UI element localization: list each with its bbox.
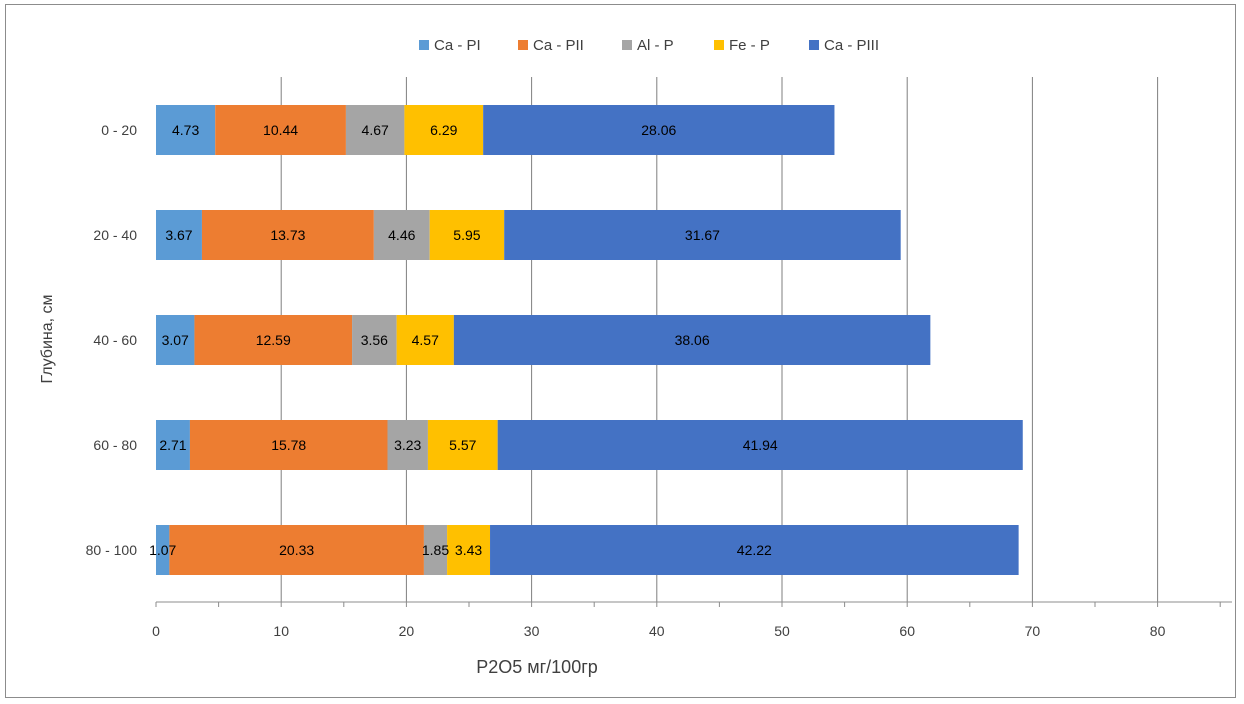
data-label: 13.73 [270,227,305,243]
data-label: 38.06 [675,332,710,348]
bar-segment [156,105,216,155]
x-tick-label: 80 [1150,623,1166,639]
data-label: 15.78 [271,437,306,453]
bar-segment [194,315,353,365]
bar-segment [429,210,505,260]
bar-segment [352,315,397,365]
data-label: 3.43 [455,542,482,558]
bar-segment [156,210,202,260]
y-tick-label: 0 - 20 [101,122,137,138]
data-label: 4.73 [172,122,199,138]
y-tick-label: 80 - 100 [86,542,138,558]
data-label: 1.07 [149,542,176,558]
bar-segment [490,525,1019,575]
x-tick-label: 70 [1025,623,1041,639]
y-axis-label: Глубина, см [39,294,56,383]
data-label: 3.23 [394,437,421,453]
legend: Ca - PI Ca - PII Al - P Fe - P Ca - PIII [419,37,879,54]
bar-segment [373,210,430,260]
data-label: 4.57 [412,332,439,348]
data-label: 20.33 [279,542,314,558]
bar-segment [497,420,1023,470]
legend-label: Ca - PII [533,37,584,54]
data-labels: 4.73 10.44 4.67 6.29 28.06 3.67 13.73 4.46 5.95 3… [149,122,778,558]
stacked-bar-chart: Ca - PI Ca - PII Al - P Fe - P Ca - PIII 4.7… [39,37,1232,677]
data-label: 3.07 [162,332,189,348]
y-tick-labels: 0 - 20 20 - 40 40 - 60 60 - 80 80 - 100 [86,122,138,558]
x-tick-labels: 0 10 20 30 40 50 60 70 80 [152,602,1221,639]
bar-segment [427,420,498,470]
x-tick-label: 10 [273,623,289,639]
x-tick-label: 40 [649,623,665,639]
data-label: 4.67 [362,122,389,138]
data-label: 2.71 [159,437,186,453]
y-tick-label: 20 - 40 [93,227,137,243]
bar-segment [447,525,491,575]
data-label: 31.67 [685,227,720,243]
x-axis-label: P2O5 мг/100гр [476,657,598,677]
bar-segment [156,420,190,470]
data-label: 5.57 [449,437,476,453]
legend-swatch [714,40,724,50]
legend-swatch [518,40,528,50]
data-label: 10.44 [263,122,298,138]
bar-segment [387,420,428,470]
data-label: 41.94 [743,437,778,453]
legend-swatch [622,40,632,50]
bar-segment [396,315,454,365]
bar-segment [483,105,835,155]
legend-label: Fe - P [729,37,770,54]
x-tick-label: 0 [152,623,160,639]
data-label: 1.85 [422,542,449,558]
chart-frame: Ca - PI Ca - PII Al - P Fe - P Ca - PIII 4.7… [5,4,1236,698]
legend-swatch [419,40,429,50]
bar-segment [345,105,405,155]
data-label: 3.67 [165,227,192,243]
bar-segment [453,315,931,365]
bar-segment [504,210,901,260]
bar-segment [156,315,195,365]
data-label: 6.29 [430,122,457,138]
legend-label: Ca - PI [434,37,481,54]
x-tick-label: 60 [899,623,915,639]
x-tick-label: 30 [524,623,540,639]
data-label: 5.95 [453,227,480,243]
bar-segment [215,105,346,155]
data-label: 42.22 [737,542,772,558]
legend-swatch [809,40,819,50]
data-label: 28.06 [641,122,676,138]
x-tick-label: 50 [774,623,790,639]
bar-segment [189,420,388,470]
data-label: 12.59 [256,332,291,348]
bar-segment [201,210,374,260]
y-tick-label: 40 - 60 [93,332,137,348]
legend-label: Al - P [637,37,674,54]
bar-segment [404,105,484,155]
y-tick-label: 60 - 80 [93,437,137,453]
data-label: 4.46 [388,227,415,243]
bar-segment [423,525,448,575]
legend-label: Ca - PIII [824,37,879,54]
bars [156,105,1023,575]
bar-segment [169,525,424,575]
data-label: 3.56 [361,332,388,348]
bar-segment [156,525,170,575]
x-tick-label: 20 [399,623,415,639]
